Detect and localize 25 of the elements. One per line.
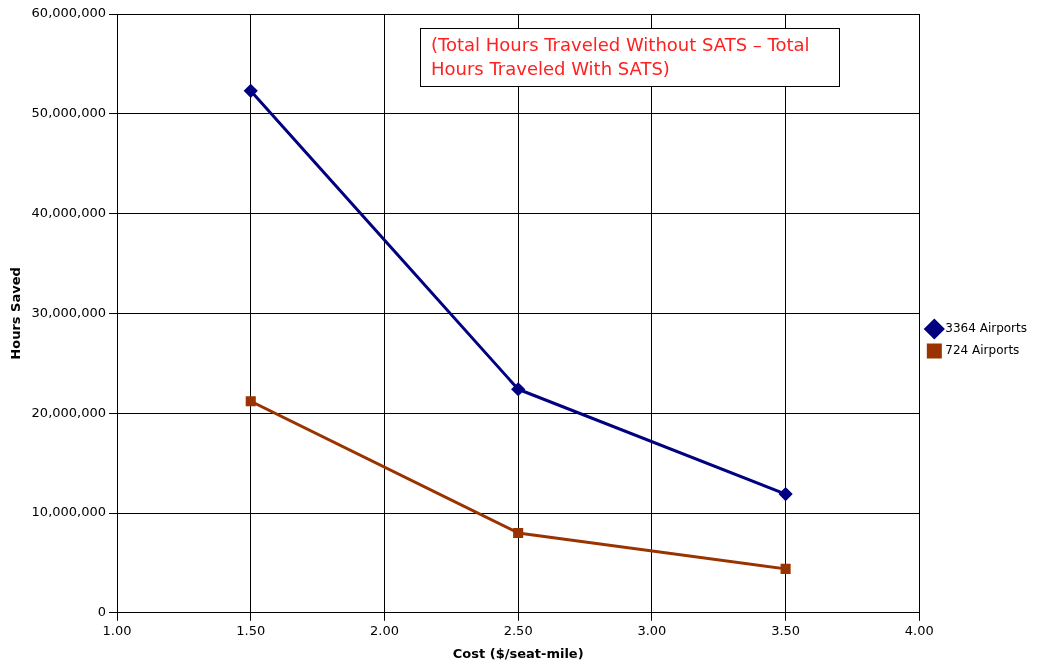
point [513, 527, 524, 538]
y-tick-label: 0 [97, 604, 107, 620]
y-tick-label: 50,000,000 [31, 105, 107, 121]
legend-label: 3364 Airports [945, 321, 1028, 336]
point [244, 84, 258, 98]
x-tick-label: 4.00 [904, 622, 934, 638]
y-axis-title: Hours Saved [8, 267, 24, 360]
note-box: (Total Hours Traveled Without SATS – Total Hours Traveled With SATS) [420, 28, 840, 87]
x-tick-label: 2.50 [503, 622, 533, 638]
y-tick-label: 20,000,000 [31, 404, 107, 420]
y-tick-label: 30,000,000 [31, 304, 107, 320]
point [245, 396, 256, 407]
x-tick-label: 3.50 [771, 622, 801, 638]
y-tick-label: 10,000,000 [31, 504, 107, 520]
x-tick-label: 1.00 [102, 622, 132, 638]
point [780, 563, 791, 574]
point [779, 487, 793, 501]
x-tick-label: 3.00 [637, 622, 667, 638]
x-tick-label: 1.50 [236, 622, 266, 638]
legend-label: 724 Airports [945, 343, 1020, 358]
y-tick-label: 40,000,000 [31, 204, 107, 220]
x-axis-title: Cost ($/seat-mile) [452, 645, 584, 661]
x-tick-label: 2.00 [369, 622, 399, 638]
y-tick-label: 60,000,000 [31, 5, 107, 21]
point [511, 382, 525, 396]
